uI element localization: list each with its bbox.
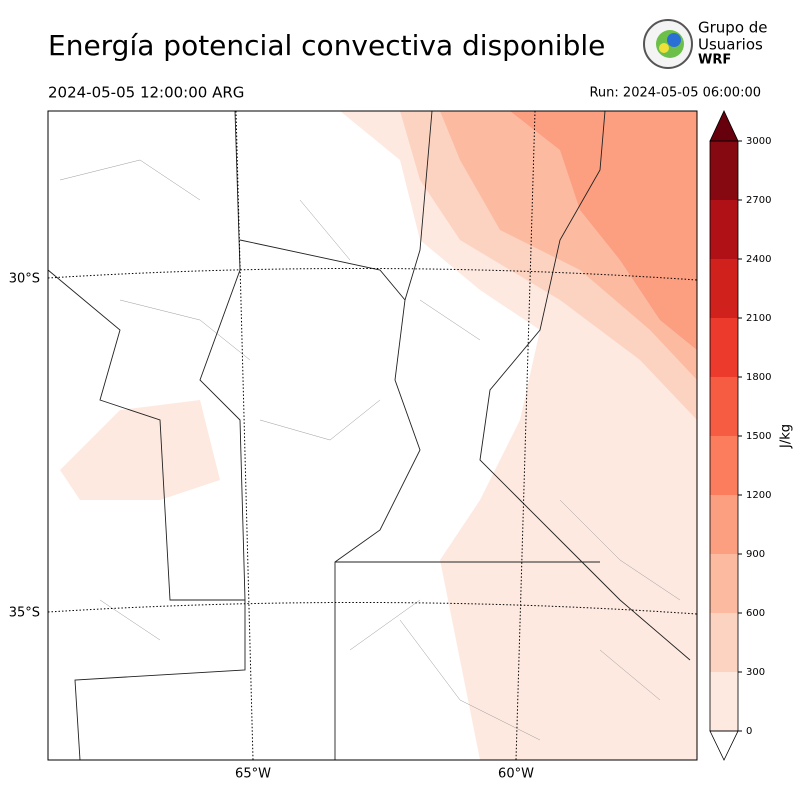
colorbar-bin (710, 318, 738, 377)
colorbar-label: J/kg (779, 424, 794, 449)
colorbar-bin (710, 672, 738, 731)
colorbar-bin (710, 200, 738, 259)
colorbar-bin (710, 613, 738, 672)
valid-time: 2024-05-05 12:00:00 ARG (48, 84, 244, 102)
lon-label: 60°W (498, 767, 534, 782)
lat-label: 30°S (9, 272, 40, 287)
run-time: Run: 2024-05-05 06:00:00 (589, 86, 761, 101)
colorbar-tick-label: 0 (746, 726, 752, 737)
colorbar-bin (710, 259, 738, 318)
logo: Grupo de Usuarios WRF (643, 19, 768, 69)
logo-text: WRF (698, 53, 731, 68)
colorbar-tick-label: 2100 (746, 313, 771, 324)
colorbar-tick-label: 600 (746, 608, 765, 619)
colorbar-tick-label: 3000 (746, 136, 771, 147)
colorbar: 0 300 600 900 1200 1500 1800 2100 2400 2700 3000 (709, 110, 771, 761)
colorbar-bin (710, 436, 738, 495)
colorbar-bin (710, 141, 738, 200)
colorbar-tick-label: 1500 (746, 431, 771, 442)
lat-label: 35°S (9, 606, 40, 621)
colorbar-tick-label: 1200 (746, 490, 771, 501)
colorbar-tick-label: 300 (746, 667, 765, 678)
colorbar-bin (710, 554, 738, 613)
logo-text: Usuarios (698, 36, 763, 54)
colorbar-tick-label: 2400 (746, 254, 771, 265)
colorbar-bin (710, 495, 738, 554)
colorbar-extend-under (709, 730, 739, 761)
map: 30°S 35°S 65°W 60°W (9, 110, 698, 782)
colorbar-bin (710, 377, 738, 436)
colorbar-tick-label: 2700 (746, 195, 771, 206)
title: Energía potencial convectiva disponible (48, 29, 605, 62)
colorbar-tick-label: 1800 (746, 372, 771, 383)
colorbar-tick-label: 900 (746, 549, 765, 560)
lon-label: 65°W (235, 767, 271, 782)
logo-text: Grupo de (698, 19, 768, 37)
colorbar-extend-over (709, 110, 739, 142)
